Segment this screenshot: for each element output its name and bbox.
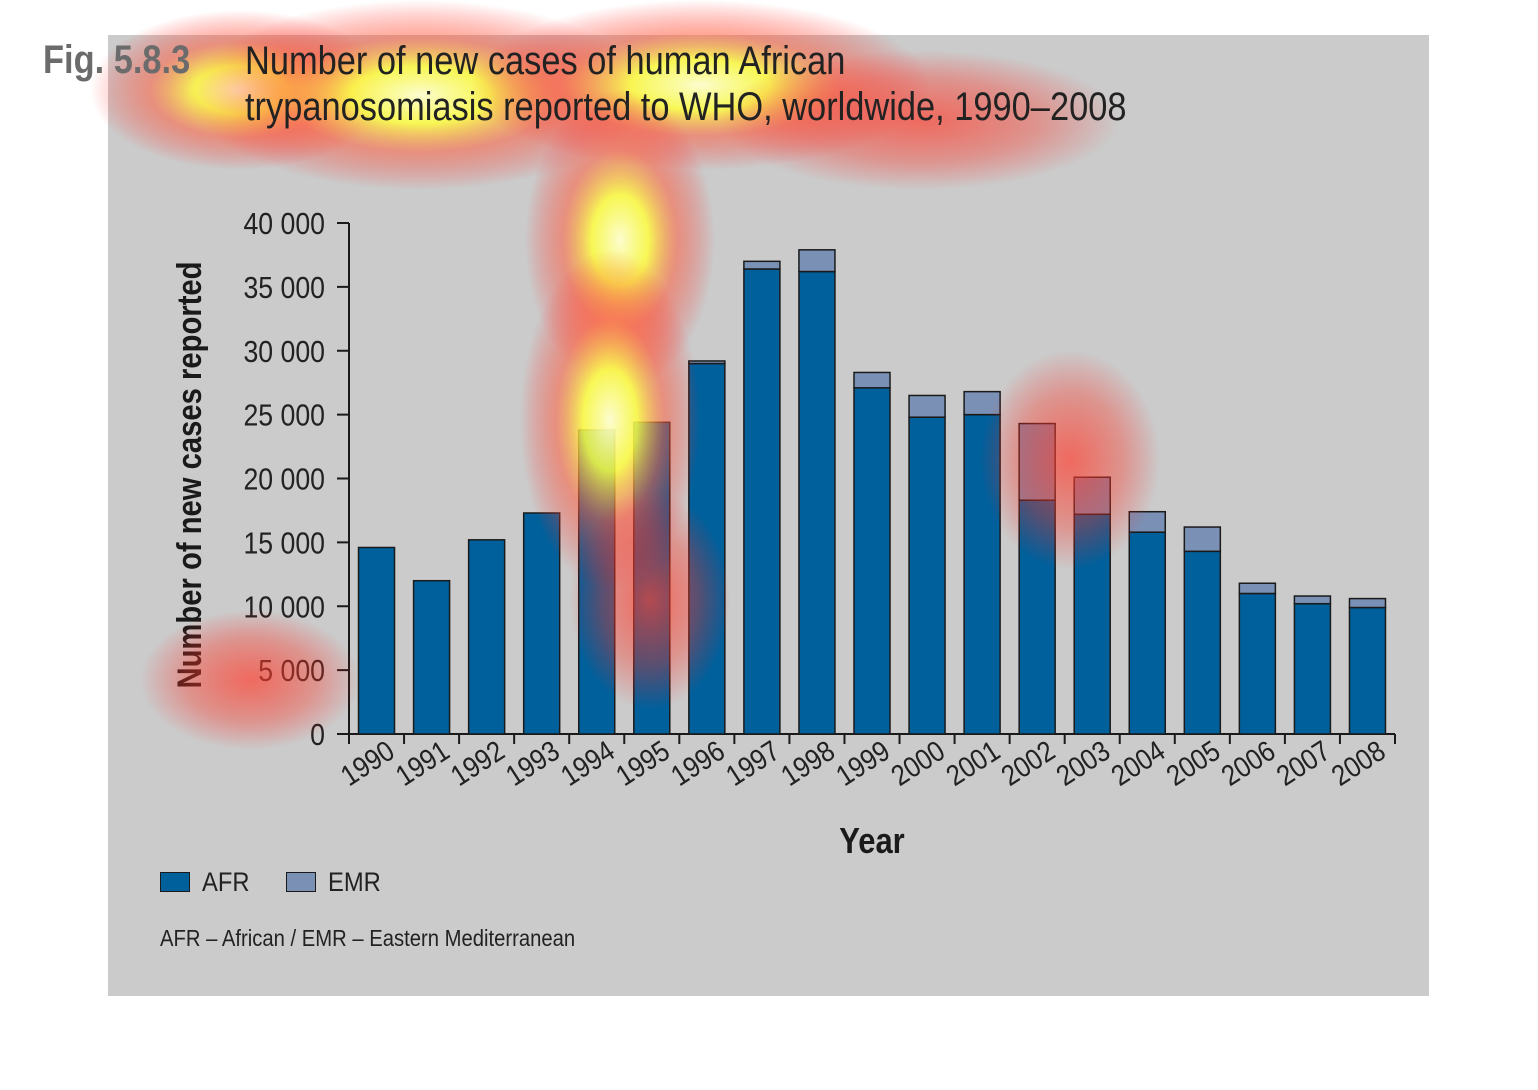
y-tick-label: 20 000 <box>243 463 325 497</box>
y-tick-label: 25 000 <box>243 399 325 433</box>
bar-afr-1993 <box>522 512 561 735</box>
x-tick-label: 2004 <box>1105 734 1171 793</box>
x-axis-label: Year <box>839 822 904 862</box>
figure-title-line-2: trypanosomiasis reported to WHO, worldwi… <box>245 85 1127 129</box>
y-tick-label: 40 000 <box>243 207 325 241</box>
x-tick-label: 2007 <box>1270 734 1336 793</box>
bar-emr-2001 <box>963 390 1001 416</box>
bar-afr-2008 <box>1348 606 1387 735</box>
bar-emr-1999 <box>853 371 891 389</box>
x-tick-label: 1996 <box>665 734 731 793</box>
bar-series <box>357 249 1387 735</box>
bar-afr-1999 <box>853 387 891 735</box>
figure-number: Fig. 5.8.3 <box>43 38 191 82</box>
x-tick-label: 1995 <box>610 734 676 793</box>
bar-afr-1991 <box>412 579 451 735</box>
bar-emr-2003 <box>1073 476 1111 516</box>
bar-afr-1990 <box>357 546 396 735</box>
bar-emr-1996 <box>688 360 726 365</box>
y-axis-label: Number of new cases reported <box>170 261 209 688</box>
bar-emr-1997 <box>743 260 781 270</box>
bar-afr-2006 <box>1238 592 1277 735</box>
figure-title: Number of new cases of human African try… <box>245 38 1397 130</box>
legend-swatch-afr <box>160 872 190 892</box>
bar-afr-1998 <box>798 270 836 735</box>
x-tick-label: 1993 <box>500 734 566 793</box>
y-tick-label: 0 <box>310 718 325 752</box>
x-tick-label: 1992 <box>445 734 511 793</box>
bar-emr-2000 <box>908 394 946 418</box>
x-tick-label: 1991 <box>390 734 456 793</box>
x-tick-label: 2005 <box>1160 734 1226 793</box>
x-tick-label: 2003 <box>1050 734 1116 793</box>
bar-afr-2004 <box>1128 531 1167 735</box>
bar-emr-2004 <box>1128 510 1167 533</box>
x-tick-label: 1999 <box>830 734 896 793</box>
x-tick-label: 1994 <box>555 734 621 793</box>
bar-afr-2002 <box>1018 499 1056 735</box>
y-tick-label: 15 000 <box>243 527 325 561</box>
bar-emr-2007 <box>1293 595 1332 605</box>
x-tick-label: 2008 <box>1325 734 1391 793</box>
legend-swatch-emr <box>286 872 316 892</box>
bar-afr-1995 <box>633 421 671 735</box>
bar-emr-2005 <box>1183 526 1222 553</box>
x-tick-label: 2006 <box>1215 734 1281 793</box>
bar-afr-1994 <box>577 429 616 735</box>
y-axis: 0 5 000 10 000 15 000 20 000 25 000 30 000 35 0… <box>243 207 350 753</box>
bar-afr-2007 <box>1293 602 1332 735</box>
y-tick-label: 5 000 <box>258 654 325 688</box>
legend-item-emr: EMR <box>286 865 388 899</box>
bar-emr-1998 <box>798 249 836 273</box>
bar-afr-2000 <box>908 416 946 735</box>
x-tick-label: 2001 <box>940 734 1006 793</box>
bar-afr-2001 <box>963 413 1001 735</box>
y-tick-label: 35 000 <box>243 271 325 305</box>
x-axis: 1990199119921993199419951996199719981999… <box>334 733 1396 793</box>
legend-label-afr: AFR <box>202 866 250 897</box>
footnote: AFR – African / EMR – Eastern Mediterran… <box>160 925 576 951</box>
x-tick-label: 2002 <box>995 734 1061 793</box>
bar-emr-2006 <box>1238 582 1277 595</box>
bar-afr-2003 <box>1073 513 1111 735</box>
x-tick-label: 1990 <box>334 734 400 793</box>
legend-label-emr: EMR <box>328 866 381 897</box>
bar-emr-2008 <box>1348 597 1387 609</box>
y-tick-label: 10 000 <box>243 590 325 624</box>
legend-item-afr: AFR <box>160 865 256 899</box>
bar-afr-2005 <box>1183 550 1222 735</box>
bar-afr-1996 <box>688 362 726 735</box>
x-tick-label: 1997 <box>720 734 786 793</box>
x-tick-label: 2000 <box>885 734 951 793</box>
x-tick-label: 1998 <box>775 734 841 793</box>
bar-emr-2002 <box>1018 422 1056 501</box>
figure-title-line-1: Number of new cases of human African <box>245 39 846 83</box>
bar-afr-1992 <box>467 539 506 735</box>
y-tick-label: 30 000 <box>243 335 325 369</box>
bar-afr-1997 <box>743 268 781 735</box>
